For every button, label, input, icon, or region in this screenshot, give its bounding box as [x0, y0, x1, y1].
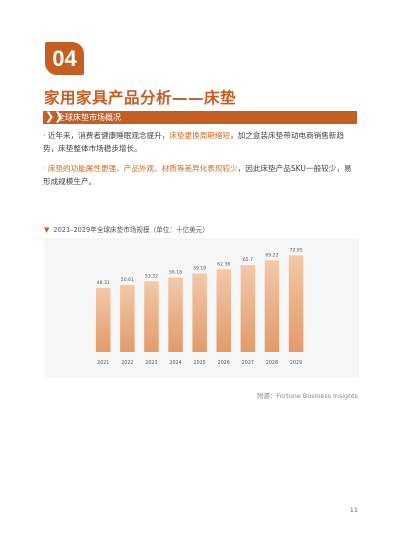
- section-header: ❯❯ 全球床垫市场概况: [43, 110, 357, 124]
- page-number: 11: [349, 506, 358, 514]
- section-label: 全球床垫市场概况: [57, 113, 121, 122]
- x-tick-label: 2021: [97, 360, 109, 366]
- highlighted-text: · 床垫的功能属性更强，产品外观、材质等差异化表现较少: [43, 164, 238, 173]
- source-note: 附源：Fortune Business Insights: [257, 392, 358, 400]
- bar-value-label: 53.32: [145, 273, 158, 279]
- bar-value-label: 59.19: [193, 266, 206, 272]
- paragraph-1: · 近年来，消费者健康睡眠观念提升，床垫更换周期缩短，加之盒装床垫带动电商销售新…: [43, 130, 359, 155]
- triangle-down-icon: ▼: [44, 226, 50, 234]
- double-chevron-icon: ❯❯: [45, 110, 64, 123]
- highlighted-text: 床垫更换周期缩短: [169, 131, 231, 140]
- page-title: 家用家具产品分析——床垫: [44, 89, 237, 107]
- bar-2029: [288, 255, 304, 352]
- bar-value-label: 48.31: [97, 280, 110, 286]
- x-tick-label: 2024: [169, 360, 181, 366]
- paragraph-2: · 床垫的功能属性更强，产品外观、材质等差异化表现较少，因此床垫产品SKU一般较…: [43, 163, 359, 188]
- bar-value-label: 50.61: [121, 277, 134, 283]
- chapter-badge: 04: [45, 42, 84, 75]
- bar-value-label: 62.36: [217, 261, 230, 267]
- bar-value-label: 72.95: [289, 247, 302, 253]
- bar-value-label: 56.18: [169, 270, 182, 276]
- paragraph-text: ，因此床垫产品SKU一般较少，易形成规模生产。: [43, 164, 352, 186]
- x-tick-label: 2026: [218, 360, 230, 366]
- paragraph-text: ，加之盒装床垫带动电商销售新趋势，床垫整体市场稳步增长。: [43, 131, 344, 153]
- bar-2022: [120, 284, 135, 352]
- bar-2025: [192, 273, 207, 352]
- x-tick-label: 2027: [242, 360, 254, 366]
- bar-chart: 48.31 2021 50.61 2022 53.32 2023 56.18 2024 59.1…: [44, 238, 359, 378]
- bar-2027: [240, 264, 256, 352]
- x-tick-label: 2028: [266, 360, 278, 366]
- x-tick-label: 2025: [194, 360, 206, 366]
- chart-title-text: 2021–2029年全球床垫市场规模（单位：十亿美元）: [53, 226, 209, 234]
- x-tick-label: 2023: [145, 360, 157, 366]
- paragraph-text: · 近年来，消费者健康睡眠观念提升，: [43, 131, 170, 140]
- bar-value-label: 69.22: [265, 252, 278, 258]
- bar-2028: [264, 260, 280, 352]
- x-tick-label: 2029: [290, 360, 302, 366]
- bar-2023: [144, 281, 159, 352]
- bar-chart-svg: 48.31 2021 50.61 2022 53.32 2023 56.18 2024 59.1…: [96, 247, 304, 366]
- bar-2021: [96, 287, 111, 352]
- x-tick-label: 2022: [121, 360, 133, 366]
- bar-2024: [168, 277, 183, 352]
- chart-title: ▼ 2021–2029年全球床垫市场规模（单位：十亿美元）: [44, 224, 209, 234]
- bar-value-label: 65.7: [243, 257, 253, 263]
- bar-2026: [216, 269, 231, 352]
